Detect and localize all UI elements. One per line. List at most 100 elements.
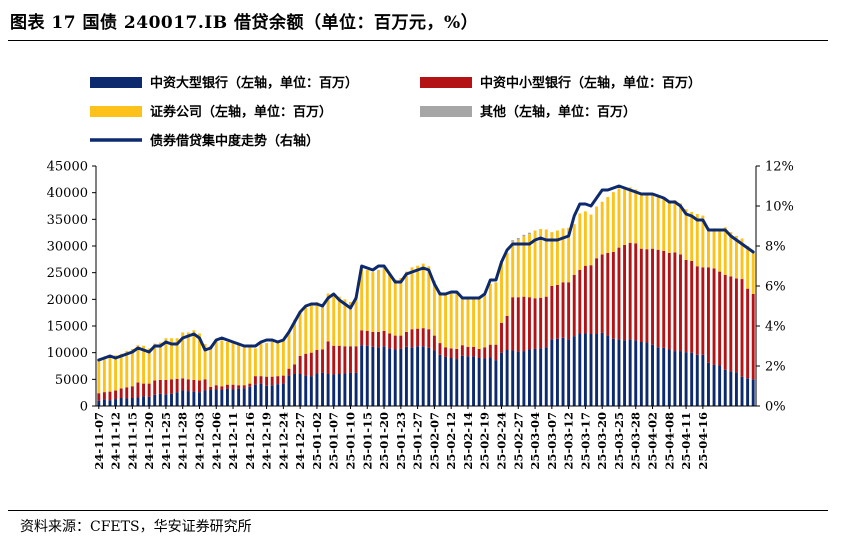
y-left-tick-label: 10000 xyxy=(47,346,88,361)
y-left-tick-label: 20000 xyxy=(47,293,88,308)
bar-large xyxy=(516,351,520,406)
bar-large xyxy=(136,397,140,406)
bar-large xyxy=(231,389,235,406)
bar-small xyxy=(522,296,526,352)
bar-broker xyxy=(203,344,207,380)
bar-broker xyxy=(108,354,112,392)
bar-small xyxy=(589,265,593,334)
y-right-tick-label: 2% xyxy=(765,360,786,375)
bar-small xyxy=(293,364,297,374)
bar-broker xyxy=(309,302,313,353)
bar-large xyxy=(522,351,526,406)
bar-small xyxy=(354,346,358,373)
bar-small xyxy=(393,335,397,350)
bar-broker xyxy=(388,273,392,334)
bar-broker xyxy=(707,227,710,268)
x-tick-label: 25-02-12 xyxy=(444,412,458,470)
bar-small xyxy=(746,288,750,379)
bar-small xyxy=(511,297,515,351)
bar-large xyxy=(214,389,218,406)
bar-large xyxy=(477,358,481,406)
bar-large xyxy=(455,359,459,406)
bar-large xyxy=(595,334,599,406)
bar-small xyxy=(130,386,134,398)
bar-large xyxy=(404,346,408,406)
bar-broker xyxy=(684,209,688,260)
bar-small xyxy=(427,329,431,348)
bar-small xyxy=(617,247,621,340)
bar-large xyxy=(589,334,593,406)
bar-large xyxy=(175,392,179,406)
legend-swatch-small xyxy=(420,77,472,88)
bar-broker xyxy=(734,235,738,279)
x-tick-label: 25-03-20 xyxy=(595,412,609,470)
bar-small xyxy=(175,378,179,393)
bar-large xyxy=(583,333,587,406)
bar-large xyxy=(528,349,531,406)
bar-broker xyxy=(438,291,442,344)
x-tick-label: 24-11-25 xyxy=(159,412,173,470)
y-left-tick-label: 15000 xyxy=(47,320,88,335)
bar-small xyxy=(108,391,112,401)
x-tick-label: 25-01-10 xyxy=(343,412,357,470)
bar-large xyxy=(315,373,319,406)
bar-broker xyxy=(555,230,559,285)
bar-broker xyxy=(550,232,554,286)
x-tick-label: 25-03-17 xyxy=(578,412,592,470)
x-tick-label: 24-11-15 xyxy=(125,412,139,470)
bar-broker xyxy=(382,267,386,331)
x-tick-label: 24-12-16 xyxy=(243,412,257,470)
bar-large xyxy=(617,339,621,406)
bar-small xyxy=(343,346,347,374)
x-tick-label: 25-02-14 xyxy=(461,412,475,470)
bar-large xyxy=(108,400,112,406)
bar-small xyxy=(114,390,118,400)
bar-broker xyxy=(494,282,498,345)
bar-large xyxy=(690,352,694,406)
bar-small xyxy=(673,252,677,352)
y-right-tick-label: 6% xyxy=(765,280,786,295)
bar-small xyxy=(287,368,291,376)
bar-small xyxy=(550,286,554,340)
bar-small xyxy=(136,382,140,398)
legend-label-broker: 证券公司（左轴，单位：百万） xyxy=(150,104,332,120)
bar-broker xyxy=(175,338,179,379)
bar-small xyxy=(198,380,201,393)
bar-large xyxy=(746,378,750,406)
bar-broker xyxy=(265,343,269,377)
bar-broker xyxy=(343,299,347,347)
bar-broker xyxy=(399,278,403,336)
bar-broker xyxy=(142,345,145,384)
legend-label-large: 中资大型银行（左轴，单位：百万） xyxy=(150,75,358,91)
bar-small xyxy=(125,387,129,399)
y-right-tick-label: 10% xyxy=(765,200,794,215)
bar-broker xyxy=(147,348,151,384)
bar-broker xyxy=(136,345,140,383)
bar-broker xyxy=(416,265,420,329)
bar-large xyxy=(192,391,196,406)
bar-small xyxy=(729,276,733,372)
bar-small xyxy=(555,284,559,339)
bar-small xyxy=(740,279,744,377)
x-tick-label: 25-01-07 xyxy=(327,412,341,470)
top-rule xyxy=(8,40,828,41)
bar-broker xyxy=(315,302,319,350)
bar-large xyxy=(225,388,229,406)
x-tick-label: 24-12-24 xyxy=(276,412,290,470)
bar-large xyxy=(164,394,168,406)
bar-large xyxy=(673,351,677,406)
bar-small xyxy=(337,345,341,374)
bar-broker xyxy=(102,356,106,393)
bar-small xyxy=(623,244,627,341)
bar-other xyxy=(516,238,520,240)
legend-label-small: 中资中小型银行（左轴，单位：百万） xyxy=(480,75,701,91)
bar-small xyxy=(270,376,274,386)
bar-large xyxy=(209,390,213,406)
bar-small xyxy=(500,322,503,353)
bar-broker xyxy=(214,340,218,386)
bar-broker xyxy=(332,293,336,346)
bar-large xyxy=(723,369,727,406)
bar-broker xyxy=(701,215,705,268)
bar-large xyxy=(186,391,190,406)
bar-large xyxy=(114,399,118,406)
